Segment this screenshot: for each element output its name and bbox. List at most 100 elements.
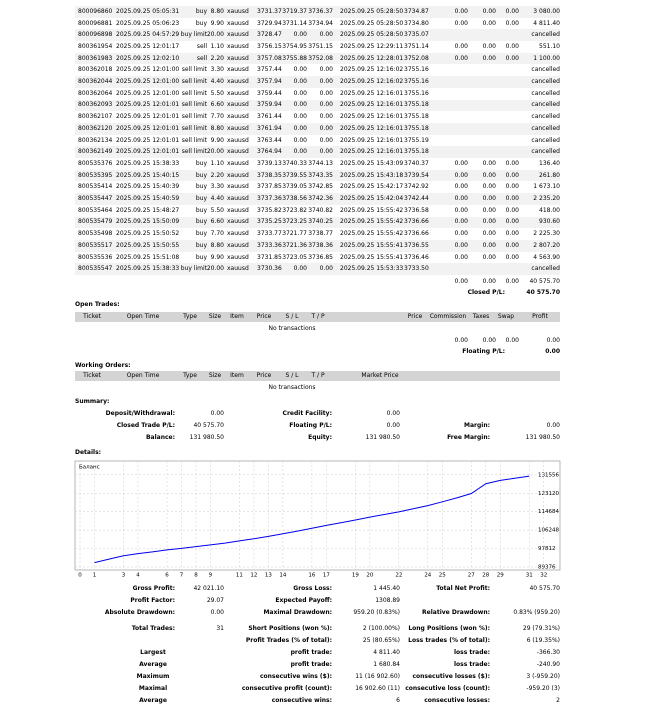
cell: 0.00 — [505, 171, 519, 179]
header-cell: Taxes — [472, 313, 490, 320]
x-tick-label: 24 — [424, 573, 431, 579]
table-row — [75, 169, 560, 182]
cell: 3739.13 — [257, 159, 282, 167]
cell: 3734.87 — [404, 7, 429, 15]
cell: 3755.19 — [404, 136, 429, 144]
cell: 3723.25 — [282, 218, 307, 226]
cell: xauusd — [227, 31, 249, 39]
table-row — [75, 29, 560, 42]
cell: 0.00 — [454, 241, 468, 249]
stat-label: Equity: — [308, 434, 332, 441]
cell: 2025.09.25 15:50:52 — [116, 230, 180, 238]
stat-label: Credit Facility: — [282, 410, 332, 417]
cell: 800096860 — [78, 7, 113, 15]
cell: 3731.37 — [257, 7, 282, 15]
cell: 3755.16 — [404, 78, 429, 86]
header-cell: Profit — [532, 313, 548, 320]
cell: 0.00 — [293, 66, 307, 74]
cell: 0.00 — [454, 206, 468, 214]
stat-label: Gross Profit: — [132, 585, 175, 592]
cell: 3742.44 — [404, 195, 429, 203]
stat-value: 1308.89 — [375, 597, 400, 604]
cell: 0.00 — [505, 54, 519, 62]
cell: 0.00 — [454, 218, 468, 226]
cell: 2025.09.25 15:50:09 — [116, 218, 180, 226]
cell: 6.60 — [210, 101, 224, 109]
cell: 9.90 — [210, 19, 224, 27]
cell: 3737.36 — [257, 195, 282, 203]
cell: 0.00 — [505, 19, 519, 27]
cell: 800535464 — [78, 206, 113, 214]
cell: 1 673.10 — [533, 183, 560, 191]
cell: 2025.09.25 12:16:01 — [340, 113, 404, 121]
stat-value: 6 — [396, 697, 400, 704]
table-row — [75, 263, 560, 276]
cell: 2025.09.25 15:38:33 — [116, 159, 180, 167]
cell: 0.00 — [293, 265, 307, 273]
x-tick-label: 13 — [265, 573, 272, 579]
cell: buy — [195, 218, 207, 226]
cell: 3719.37 — [282, 7, 307, 15]
stat-value: 0.00 — [386, 422, 400, 429]
closed-pl-label: Closed P/L: — [467, 289, 505, 296]
cell: 4 563.90 — [533, 253, 560, 261]
cell: 800362120 — [78, 124, 113, 132]
cell: 2025.09.25 12:01:00 — [116, 78, 180, 86]
cell: cancelled — [531, 89, 560, 97]
cell: 2025.09.25 12:01:01 — [116, 148, 180, 156]
stat-label: Maximal Drawdown: — [263, 609, 332, 616]
x-tick-label: 7 — [180, 573, 184, 579]
total-cell: 0.00 — [482, 337, 496, 344]
stat-value: 1 680.84 — [373, 661, 400, 668]
header-cell: T / P — [311, 313, 325, 320]
cell: 3739.55 — [282, 171, 307, 179]
header-cell: Size — [208, 313, 222, 320]
y-tick-label: 123120 — [538, 491, 559, 497]
cell: 7.70 — [210, 113, 224, 121]
cell: 800535414 — [78, 183, 113, 191]
header-cell: Swap — [497, 313, 515, 320]
cell: 2025.09.25 12:16:02 — [340, 66, 404, 74]
section-title: Open Trades: — [75, 301, 120, 308]
x-tick-label: 6 — [165, 573, 169, 579]
stat-label: Average — [139, 697, 167, 704]
cell: 2025.09.25 15:42:17 — [340, 183, 404, 191]
y-tick-label: 89376 — [538, 564, 556, 570]
cell: 3736.85 — [308, 253, 333, 261]
cell: 3740.25 — [308, 218, 333, 226]
cell: 3752.08 — [308, 54, 333, 62]
stat-label: profit trade: — [290, 661, 332, 668]
cell: 2 807.20 — [533, 241, 560, 249]
stat-label: Free Margin: — [447, 434, 490, 441]
cell: 2025.09.25 15:43:18 — [340, 171, 404, 179]
cell: xauusd — [227, 113, 249, 121]
cell: cancelled — [531, 148, 560, 156]
header-cell: S / L — [285, 372, 299, 379]
cell: 3755.18 — [404, 124, 429, 132]
cell: 9.90 — [210, 136, 224, 144]
cell: 3734.94 — [308, 19, 333, 27]
header-cell: Market Price — [361, 372, 399, 379]
cell: 2025.09.25 12:29:11 — [340, 42, 404, 50]
cell: 5.50 — [210, 89, 224, 97]
cell: 3721.36 — [282, 241, 307, 249]
cell: 0.00 — [293, 148, 307, 156]
cell: 3759.94 — [257, 101, 282, 109]
stat-label: Largest — [140, 649, 166, 656]
cell: xauusd — [227, 241, 249, 249]
cell: 3757.08 — [257, 54, 282, 62]
cell: 3736.66 — [404, 230, 429, 238]
header-cell: Price — [256, 313, 272, 320]
table-row — [75, 216, 560, 229]
cell: 2 225.30 — [533, 230, 560, 238]
cell: cancelled — [531, 124, 560, 132]
cell: 800096898 — [78, 31, 113, 39]
cell: 5.50 — [210, 206, 224, 214]
stat-label: Absolute Drawdown: — [104, 609, 175, 616]
cell: xauusd — [227, 54, 249, 62]
cell: 3755.16 — [404, 89, 429, 97]
stat-value: 2 — [556, 697, 560, 704]
cell: 0.00 — [293, 124, 307, 132]
header-cell: Commission — [429, 313, 467, 320]
